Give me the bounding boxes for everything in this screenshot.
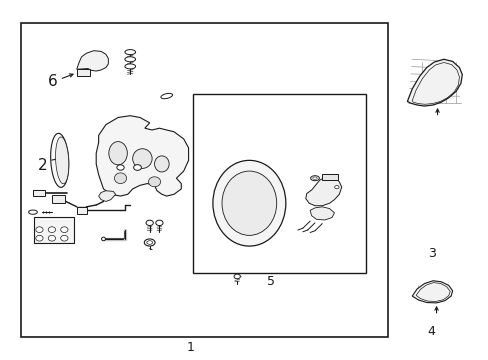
Bar xyxy=(21,23,387,337)
Ellipse shape xyxy=(334,185,338,189)
Ellipse shape xyxy=(124,64,135,69)
Polygon shape xyxy=(407,59,461,106)
Text: 6: 6 xyxy=(47,74,57,89)
Ellipse shape xyxy=(114,173,126,184)
Polygon shape xyxy=(96,116,188,196)
Ellipse shape xyxy=(61,227,68,233)
Ellipse shape xyxy=(156,220,163,226)
Ellipse shape xyxy=(109,141,127,165)
Ellipse shape xyxy=(132,149,152,168)
Bar xyxy=(77,207,87,214)
Text: 2: 2 xyxy=(38,158,47,173)
Ellipse shape xyxy=(48,235,56,241)
Ellipse shape xyxy=(36,227,43,233)
Text: 5: 5 xyxy=(267,275,275,288)
Ellipse shape xyxy=(161,93,172,99)
Ellipse shape xyxy=(124,57,135,62)
Ellipse shape xyxy=(133,165,141,170)
Polygon shape xyxy=(305,176,341,206)
Text: 1: 1 xyxy=(187,341,195,354)
Polygon shape xyxy=(51,133,69,188)
Bar xyxy=(77,68,90,76)
Bar xyxy=(322,174,337,180)
Bar xyxy=(52,195,64,203)
Ellipse shape xyxy=(148,177,160,187)
Bar xyxy=(193,94,366,273)
Ellipse shape xyxy=(222,171,276,235)
Ellipse shape xyxy=(29,210,37,214)
Polygon shape xyxy=(56,137,69,184)
Text: 3: 3 xyxy=(427,247,435,260)
Ellipse shape xyxy=(102,237,105,241)
Ellipse shape xyxy=(124,50,135,55)
Text: 4: 4 xyxy=(427,325,435,338)
Ellipse shape xyxy=(117,165,124,170)
Ellipse shape xyxy=(146,220,153,226)
Polygon shape xyxy=(411,281,452,303)
Ellipse shape xyxy=(154,156,169,172)
Polygon shape xyxy=(77,51,108,71)
Bar xyxy=(33,190,45,196)
Ellipse shape xyxy=(234,274,240,279)
Ellipse shape xyxy=(48,227,56,233)
Ellipse shape xyxy=(36,235,43,241)
Ellipse shape xyxy=(61,235,68,241)
Polygon shape xyxy=(99,191,116,202)
Ellipse shape xyxy=(212,160,285,246)
Bar xyxy=(34,217,74,243)
Polygon shape xyxy=(309,207,334,220)
